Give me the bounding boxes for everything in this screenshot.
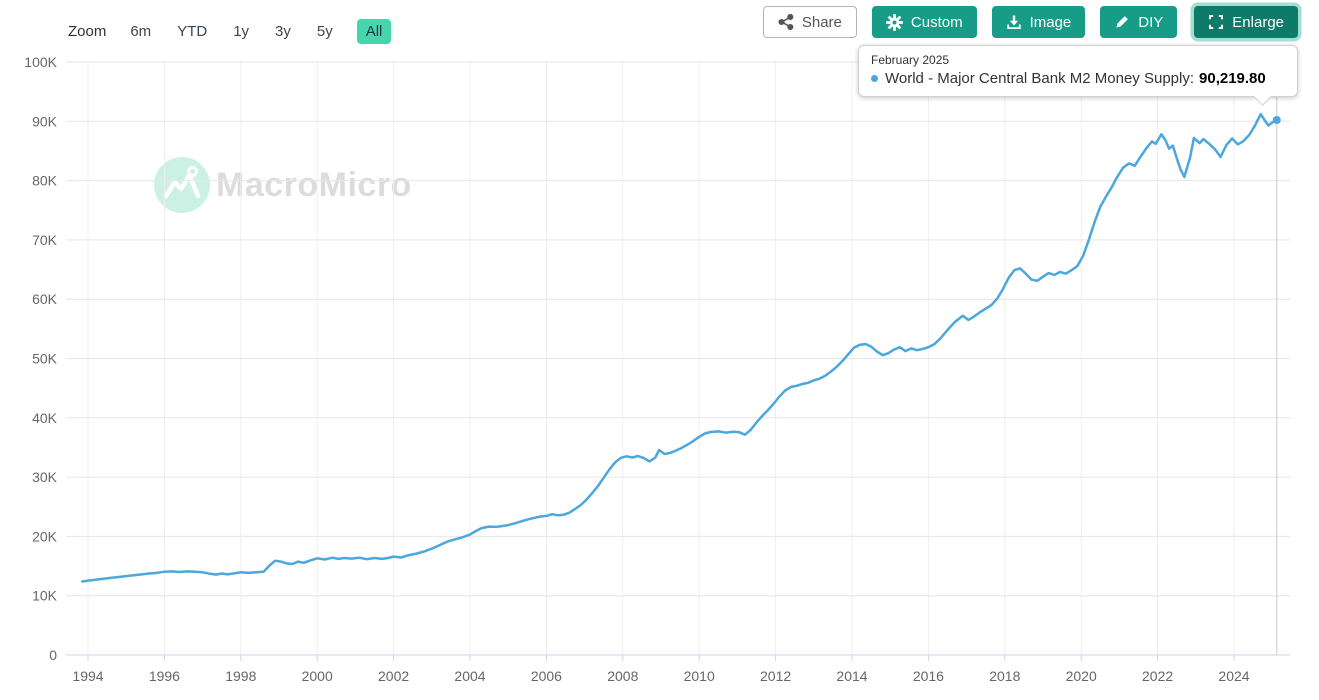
series-line[interactable] xyxy=(81,112,1279,583)
x-axis-label: 2000 xyxy=(302,668,333,684)
range-3y[interactable]: 3y xyxy=(275,23,291,40)
download-icon xyxy=(1006,15,1021,29)
x-axis-label: 1996 xyxy=(149,668,180,684)
range-ytd[interactable]: YTD xyxy=(177,23,208,40)
y-axis-label: 60K xyxy=(32,291,58,307)
share-icon xyxy=(778,14,794,30)
share-button[interactable]: Share xyxy=(762,6,857,38)
enlarge-button[interactable]: Enlarge xyxy=(1194,6,1298,38)
chart-actions: Share Custom xyxy=(762,6,1298,38)
series-marker-dot xyxy=(871,75,878,82)
y-axis-label: 20K xyxy=(32,528,58,544)
x-axis-label: 2012 xyxy=(760,668,791,684)
tooltip-series-label: World - Major Central Bank M2 Money Supp… xyxy=(885,70,1195,87)
y-axis-label: 70K xyxy=(32,232,58,248)
y-axis-label: 50K xyxy=(32,351,58,367)
x-axis-label: 2020 xyxy=(1066,668,1097,684)
pencil-icon xyxy=(1116,16,1129,28)
y-axis-label: 90K xyxy=(32,113,58,129)
range-5y[interactable]: 5y xyxy=(316,23,333,40)
range-selector: Zoom 6m YTD 1y 3y 5y All xyxy=(68,19,392,44)
enlarge-button-label: Enlarge xyxy=(1232,13,1284,31)
x-axis-label: 2002 xyxy=(378,668,409,684)
y-axis-label: 40K xyxy=(32,410,58,426)
custom-button-label: Custom xyxy=(910,13,963,31)
x-axis-label: 2004 xyxy=(454,668,485,684)
y-axis-label: 0 xyxy=(49,647,57,663)
x-axis-label: 2016 xyxy=(913,668,944,684)
range-6m[interactable]: 6m xyxy=(130,23,152,40)
gear-icon xyxy=(885,13,903,31)
x-axis-label: 2024 xyxy=(1218,668,1249,684)
x-axis-label: 1994 xyxy=(72,668,103,684)
tooltip-date: February 2025 xyxy=(871,53,950,67)
diy-button-label: DIY xyxy=(1138,13,1164,31)
watermark-text: MacroMicro xyxy=(216,165,412,204)
x-axis-label: 2022 xyxy=(1142,668,1173,684)
zoom-label: Zoom xyxy=(68,23,107,40)
y-axis-label: 80K xyxy=(32,173,58,189)
x-axis-label: 2018 xyxy=(989,668,1020,684)
range-all[interactable]: All xyxy=(356,19,392,44)
x-axis-label: 2006 xyxy=(531,668,562,684)
x-axis-label: 2010 xyxy=(684,668,715,684)
expand-icon xyxy=(1209,15,1224,29)
tooltip-value: 90,219.80 xyxy=(1199,70,1266,87)
y-axis-label: 30K xyxy=(32,469,58,485)
y-axis-label: 100K xyxy=(24,54,57,70)
x-axis-label: 1998 xyxy=(225,668,256,684)
hover-point-marker[interactable] xyxy=(1272,115,1281,124)
chart-tooltip: February 2025 World - Major Central Bank… xyxy=(858,45,1298,97)
macromicro-watermark: MacroMicro xyxy=(154,157,412,213)
x-axis-label: 2014 xyxy=(836,668,867,684)
range-1y[interactable]: 1y xyxy=(233,23,250,40)
diy-button[interactable]: DIY xyxy=(1100,6,1178,38)
custom-button[interactable]: Custom xyxy=(871,6,977,38)
x-axis-label: 2008 xyxy=(607,668,638,684)
macromicro-logo-icon xyxy=(154,157,210,213)
image-button[interactable]: Image xyxy=(991,6,1086,38)
y-axis-label: 10K xyxy=(32,588,58,604)
tooltip-series-row: World - Major Central Bank M2 Money Supp… xyxy=(871,70,1285,87)
image-button-label: Image xyxy=(1029,13,1072,31)
share-button-label: Share xyxy=(801,13,842,31)
